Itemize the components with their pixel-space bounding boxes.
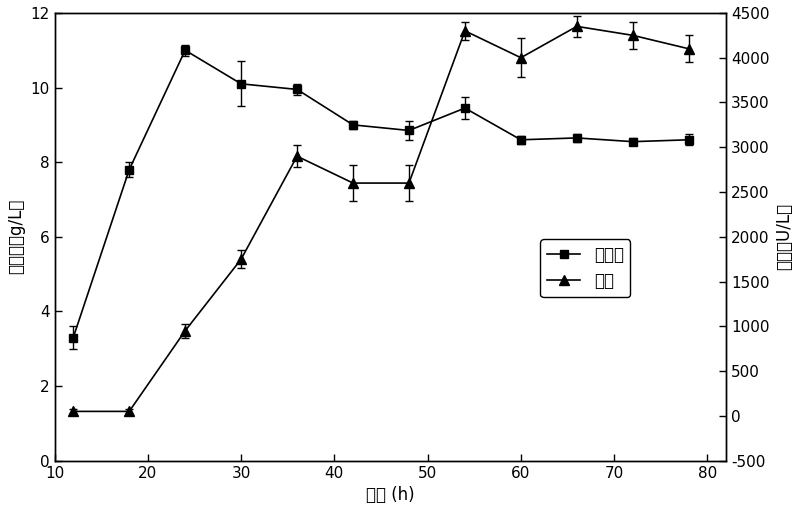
生物量 (628, 138, 638, 145)
醂活 (292, 153, 302, 159)
醂活 (69, 408, 78, 414)
生物量 (572, 135, 582, 141)
生物量 (348, 122, 358, 128)
醂活 (572, 24, 582, 30)
生物量 (684, 137, 694, 143)
醂活 (516, 55, 526, 61)
醂活 (404, 180, 414, 186)
生物量 (125, 167, 134, 173)
Y-axis label: 醂活（U/L）: 醂活（U/L） (775, 203, 793, 270)
生物量 (69, 335, 78, 341)
醂活 (236, 256, 246, 262)
Y-axis label: 生物量（g/L）: 生物量（g/L） (7, 199, 25, 274)
醂活 (125, 408, 134, 414)
Line: 醂活: 醂活 (69, 21, 694, 416)
醂活 (180, 328, 190, 334)
Line: 生物量: 生物量 (69, 46, 693, 342)
醂活 (348, 180, 358, 186)
X-axis label: 时间 (h): 时间 (h) (366, 486, 414, 504)
Legend: 生物量, 醂活: 生物量, 醂活 (540, 239, 630, 297)
生物量 (236, 81, 246, 87)
生物量 (292, 86, 302, 92)
生物量 (516, 137, 526, 143)
生物量 (460, 105, 470, 111)
醂活 (628, 32, 638, 38)
生物量 (404, 127, 414, 133)
醂活 (684, 45, 694, 52)
生物量 (180, 47, 190, 53)
醂活 (460, 28, 470, 34)
